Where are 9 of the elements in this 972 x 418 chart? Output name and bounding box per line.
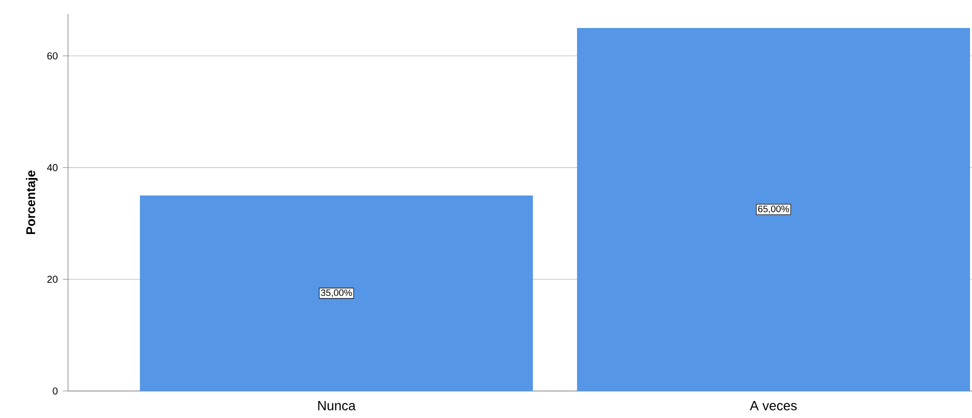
y-tick-label: 40: [47, 164, 58, 172]
data-label: 65,00%: [758, 206, 790, 214]
x-tick-label: A veces: [750, 401, 797, 410]
y-tick-label: 60: [47, 52, 58, 60]
data-label: 35,00%: [320, 289, 352, 298]
x-tick-label: Nunca: [318, 401, 356, 410]
y-tick-label: 0: [52, 387, 58, 395]
y-tick-label: 20: [47, 276, 58, 283]
y-axis-title: Porcentaje: [26, 170, 38, 234]
